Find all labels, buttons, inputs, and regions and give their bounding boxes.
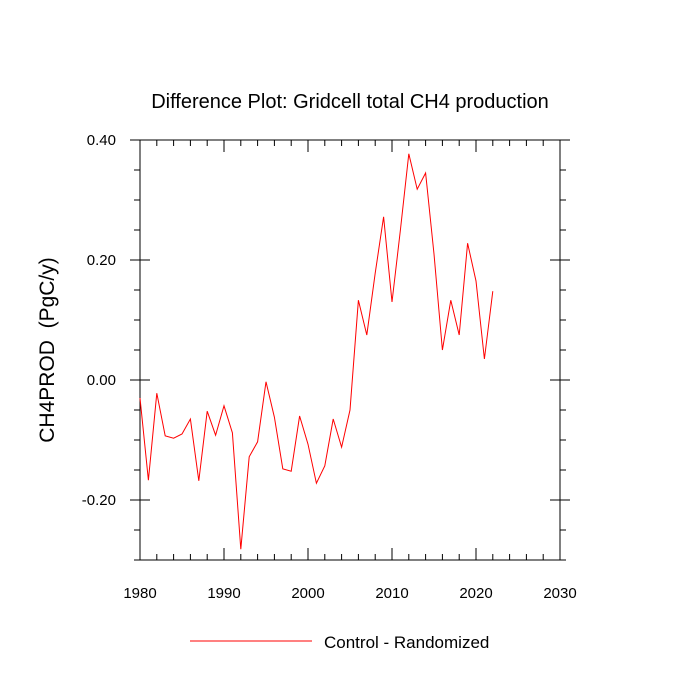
x-tick-label: 2000 (291, 585, 324, 602)
series-layer (139, 153, 494, 550)
y-axis-label: CH4PROD (PgC/y) (36, 257, 59, 443)
x-tick-label: 2030 (543, 585, 576, 602)
y-axis: -0.20 0.00 0.20 0.40 (82, 132, 570, 561)
x-tick-label: 2020 (459, 585, 492, 602)
x-tick-label: 2010 (375, 585, 408, 602)
y-tick-label: 0.20 (87, 252, 116, 269)
y-tick-label: 0.40 (87, 132, 116, 149)
x-tick-label: 1990 (207, 585, 240, 602)
plot-frame (139, 139, 561, 561)
series-line (139, 153, 494, 550)
y-tick-label: -0.20 (82, 492, 116, 509)
y-tick-label: 0.00 (87, 372, 116, 389)
x-axis: 1980 1990 2000 2010 2020 2030 (123, 140, 577, 602)
legend-label: Control - Randomized (324, 633, 489, 652)
x-tick-label: 1980 (123, 585, 156, 602)
chart-title: Difference Plot: Gridcell total CH4 prod… (151, 91, 549, 113)
